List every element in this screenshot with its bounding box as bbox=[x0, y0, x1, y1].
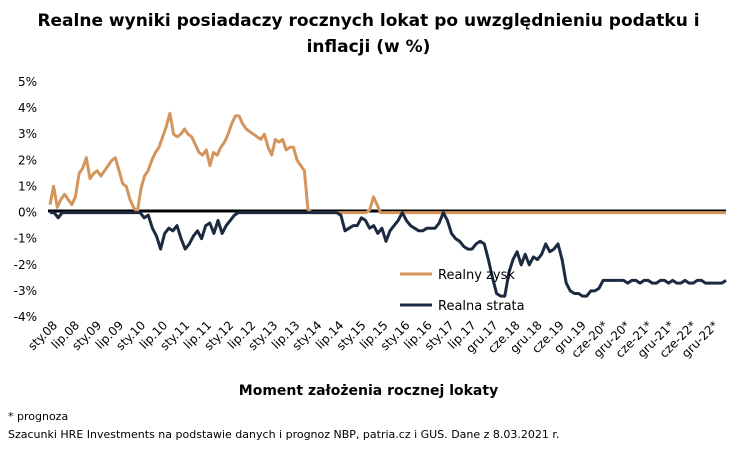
y-tick-label: 5% bbox=[18, 75, 37, 89]
title-line-1: Realne wyniki posiadaczy rocznych lokat … bbox=[37, 11, 700, 31]
series-layer bbox=[48, 111, 727, 298]
legend-label-realny-zysk: Realny zysk bbox=[438, 268, 515, 283]
chart-title: Realne wyniki posiadaczy rocznych lokat … bbox=[0, 8, 737, 60]
x-axis-label: Moment założenia rocznej lokaty bbox=[238, 383, 499, 399]
legend-label-realna-strata: Realna strata bbox=[438, 299, 525, 314]
y-tick-label: 3% bbox=[18, 127, 37, 141]
title-line-2: inflacji (w %) bbox=[306, 37, 431, 57]
y-tick-label: -2% bbox=[14, 258, 37, 272]
y-tick-label: 1% bbox=[18, 179, 37, 193]
legend: Realny zysk Realna strata bbox=[400, 268, 525, 314]
forecast-footnote: * prognoza bbox=[8, 410, 69, 423]
y-tick-label: -3% bbox=[14, 284, 37, 298]
y-axis-ticks: -4% -3% -2% -1% 0% 1% 2% 3% 4% 5% bbox=[14, 75, 37, 324]
source-note: Szacunki HRE Investments na podstawie da… bbox=[8, 428, 560, 441]
series-line-realna-strata bbox=[50, 211, 727, 298]
x-axis-ticks: sty.08lip.08sty.09lip.09sty.10lip.10sty.… bbox=[25, 318, 721, 360]
series-line-realny-zysk bbox=[48, 111, 726, 215]
y-tick-label: -1% bbox=[14, 232, 37, 246]
y-tick-label: 0% bbox=[18, 206, 37, 220]
y-tick-label: -4% bbox=[14, 310, 37, 324]
y-tick-label: 4% bbox=[18, 101, 37, 115]
y-tick-label: 2% bbox=[18, 153, 37, 167]
